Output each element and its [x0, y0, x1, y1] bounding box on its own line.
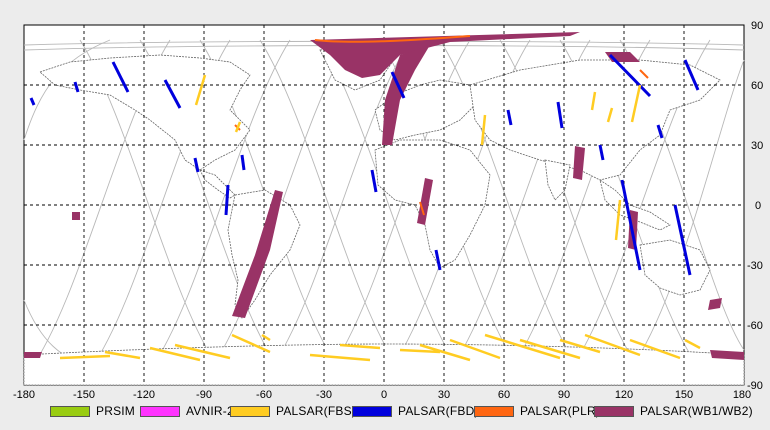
southeast-asia-outline	[599, 179, 671, 231]
lon-tick: 120	[615, 389, 633, 401]
lon-tick: 180	[733, 389, 751, 401]
swath-wb-antarctic-west	[24, 352, 42, 358]
asia-outline	[469, 59, 721, 181]
legend-label: PALSAR(FBD)	[398, 404, 479, 418]
lon-tick: -120	[133, 389, 155, 401]
swath-wb-new-zealand	[708, 298, 722, 310]
lat-tick: 90	[751, 20, 763, 32]
legend: PRSIM AVNIR-2 PALSAR(FBS) PALSAR(FBD) PA…	[50, 403, 770, 423]
australia-outline	[639, 239, 711, 296]
lon-tick: -150	[73, 389, 95, 401]
lon-tick: 60	[498, 389, 510, 401]
legend-label: PALSAR(WB1/WB2)	[640, 404, 753, 418]
legend-item-prsim: PRSIM	[50, 403, 135, 419]
swath-wb-europe	[382, 45, 430, 145]
legend-swatch	[50, 405, 90, 417]
lat-tick-labels: 90 60 30 0 -30 -60 -90	[747, 20, 763, 392]
africa-outline	[374, 139, 491, 269]
swath-wb-pacific	[72, 212, 80, 220]
swaths-wb1-wb2	[24, 32, 744, 360]
lon-tick: -30	[316, 389, 332, 401]
swaths-fbs	[59, 74, 701, 362]
lon-tick: -180	[13, 389, 35, 401]
lon-tick: 30	[438, 389, 450, 401]
lon-tick-labels: -180 -150 -120 -90 -60 -30 0 30 60 90 12…	[13, 389, 751, 401]
swath-wb-south-america	[232, 190, 283, 318]
legend-swatch	[594, 405, 634, 417]
lat-tick: 0	[755, 200, 761, 212]
legend-label: PRSIM	[96, 404, 136, 418]
legend-label: PALSAR(FBS)	[276, 404, 356, 418]
legend-item-palsar-fbs: PALSAR(FBS)	[230, 403, 356, 419]
legend-label: PALSAR(PLR)	[520, 404, 601, 418]
lat-tick: 30	[751, 140, 763, 152]
lon-tick: -60	[256, 389, 272, 401]
swaths-plr	[234, 35, 649, 216]
swath-wb-africa	[417, 178, 433, 225]
swath-wb-antarctic-east	[710, 350, 744, 360]
legend-swatch	[230, 405, 270, 417]
legend-label: AVNIR-2	[186, 404, 234, 418]
swath-wb-asia	[573, 146, 585, 180]
legend-item-palsar-wb: PALSAR(WB1/WB2)	[594, 403, 753, 419]
swaths-fbd	[29, 53, 700, 276]
lon-tick: 90	[558, 389, 570, 401]
legend-item-palsar-fbd: PALSAR(FBD)	[352, 403, 479, 419]
lat-tick: -90	[747, 380, 763, 392]
north-america-outline	[39, 54, 251, 171]
lat-tick: -60	[747, 320, 763, 332]
legend-swatch	[140, 405, 180, 417]
lon-tick: 0	[381, 389, 387, 401]
lat-tick: -30	[747, 260, 763, 272]
legend-swatch	[474, 405, 514, 417]
lon-tick: -90	[196, 389, 212, 401]
legend-item-avnir2: AVNIR-2	[140, 403, 234, 419]
legend-item-palsar-plr: PALSAR(PLR)	[474, 403, 600, 419]
swath-wb-arctic	[310, 32, 580, 78]
legend-swatch	[352, 405, 392, 417]
lat-tick: 60	[751, 80, 763, 92]
lon-tick: 150	[675, 389, 693, 401]
